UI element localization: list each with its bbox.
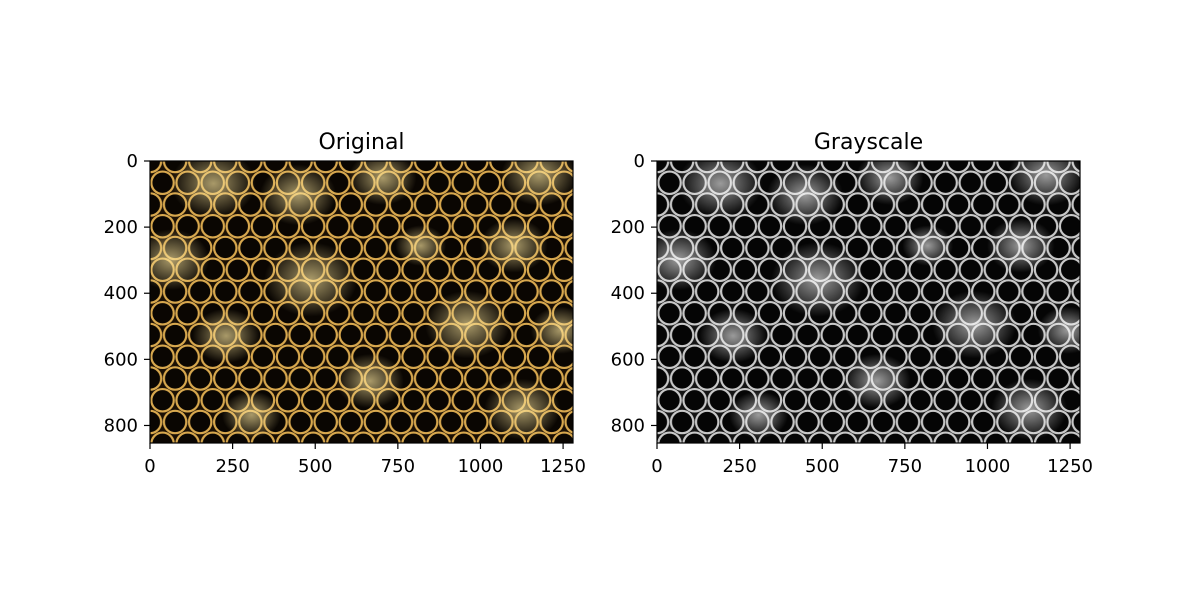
y-tick-label: 600 [611, 349, 645, 370]
x-tick-label: 500 [298, 456, 332, 477]
bright-region [1037, 306, 1080, 354]
x-tick-label: 1250 [1047, 456, 1093, 477]
x-tick-label: 1000 [458, 456, 504, 477]
y-tick-label: 200 [611, 217, 645, 238]
bright-region [530, 306, 573, 354]
bright-region [766, 164, 844, 226]
x-tick-label: 250 [215, 456, 249, 477]
y-tick-label: 600 [104, 349, 138, 370]
bright-region [150, 229, 210, 291]
y-tick-label: 0 [634, 151, 645, 172]
bright-region [424, 290, 510, 359]
bright-region [395, 225, 447, 266]
x-tick-label: 0 [144, 456, 155, 477]
y-tick-label: 800 [104, 415, 138, 436]
chart-title: Grayscale [814, 130, 923, 155]
bright-region [902, 225, 954, 266]
bright-region [855, 161, 924, 205]
x-tick-label: 1250 [540, 456, 586, 477]
bright-region [221, 391, 282, 439]
bright-region [986, 218, 1055, 273]
y-tick-label: 0 [127, 151, 138, 172]
bright-region [501, 161, 573, 206]
bright-region [991, 378, 1068, 440]
subplot-original: Original 0 250 500 750 1000 1250 0 200 400 600 800 [104, 130, 586, 477]
x-tick-label: 750 [888, 456, 922, 477]
bright-region [264, 242, 358, 317]
bright-region [484, 378, 561, 440]
chart-title: Original [318, 130, 404, 155]
y-tick-label: 200 [104, 217, 138, 238]
subplot-grayscale: Grayscale 0 250 500 750 1000 1250 0 200 400 600 80… [611, 130, 1093, 477]
bright-region [699, 308, 767, 363]
x-tick-label: 250 [722, 456, 756, 477]
bright-region [479, 218, 548, 273]
bright-region [931, 290, 1017, 359]
axes-frame [656, 160, 1081, 444]
y-tick-label: 400 [104, 283, 138, 304]
y-tick-label: 400 [611, 283, 645, 304]
x-tick-label: 1000 [965, 456, 1011, 477]
image-grayscale [657, 161, 1080, 443]
bright-region [843, 353, 911, 409]
bright-region [336, 353, 404, 409]
x-tick-label: 750 [381, 456, 415, 477]
axes-frame [149, 160, 574, 444]
bright-region [1008, 161, 1080, 206]
bright-region [348, 161, 417, 205]
y-tick-label: 800 [611, 415, 645, 436]
bright-region [678, 161, 763, 218]
bright-region [192, 308, 260, 363]
bright-region [657, 229, 717, 291]
bright-region [171, 161, 256, 218]
image-original [150, 161, 573, 443]
x-tick-label: 0 [651, 456, 662, 477]
x-tick-label: 500 [805, 456, 839, 477]
bright-region [771, 242, 865, 317]
bright-region [728, 391, 789, 439]
bright-region [259, 164, 337, 226]
